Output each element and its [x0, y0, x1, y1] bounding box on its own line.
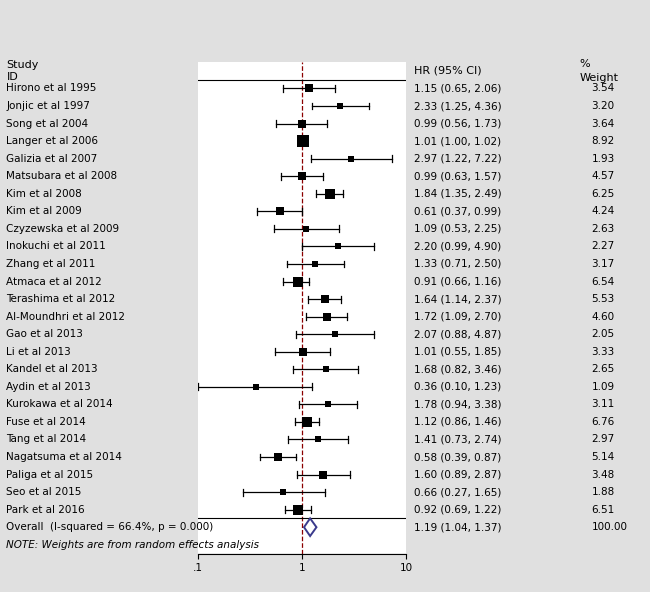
Text: 4.24: 4.24: [592, 207, 615, 216]
Text: Li et al 2013: Li et al 2013: [6, 347, 72, 357]
Text: Fuse et al 2014: Fuse et al 2014: [6, 417, 86, 427]
Text: 2.63: 2.63: [592, 224, 615, 234]
Text: 0.36 (0.10, 1.23): 0.36 (0.10, 1.23): [414, 382, 501, 392]
Text: 1.09: 1.09: [592, 382, 615, 392]
Text: 5.14: 5.14: [592, 452, 615, 462]
Text: 1.33 (0.71, 2.50): 1.33 (0.71, 2.50): [414, 259, 501, 269]
Text: Zhang et al 2011: Zhang et al 2011: [6, 259, 96, 269]
Text: 1.19 (1.04, 1.37): 1.19 (1.04, 1.37): [414, 522, 502, 532]
Text: 1.12 (0.86, 1.46): 1.12 (0.86, 1.46): [414, 417, 502, 427]
Text: 3.54: 3.54: [592, 83, 615, 94]
Text: Terashima et al 2012: Terashima et al 2012: [6, 294, 116, 304]
Text: Langer et al 2006: Langer et al 2006: [6, 136, 99, 146]
Text: 1.09 (0.53, 2.25): 1.09 (0.53, 2.25): [414, 224, 501, 234]
Text: Jonjic et al 1997: Jonjic et al 1997: [6, 101, 90, 111]
Text: 1.68 (0.82, 3.46): 1.68 (0.82, 3.46): [414, 364, 502, 374]
Text: 3.64: 3.64: [592, 118, 615, 128]
Text: Aydin et al 2013: Aydin et al 2013: [6, 382, 91, 392]
Text: Gao et al 2013: Gao et al 2013: [6, 329, 83, 339]
Text: 1.72 (1.09, 2.70): 1.72 (1.09, 2.70): [414, 311, 501, 321]
Text: 3.48: 3.48: [592, 469, 615, 480]
Text: Seo et al 2015: Seo et al 2015: [6, 487, 82, 497]
Text: 1.88: 1.88: [592, 487, 615, 497]
Text: Tang et al 2014: Tang et al 2014: [6, 435, 86, 445]
Text: Kurokawa et al 2014: Kurokawa et al 2014: [6, 400, 113, 409]
Text: Paliga et al 2015: Paliga et al 2015: [6, 469, 94, 480]
Text: Study: Study: [6, 60, 39, 70]
Text: 3.20: 3.20: [592, 101, 615, 111]
Text: 1.60 (0.89, 2.87): 1.60 (0.89, 2.87): [414, 469, 501, 480]
Text: 2.33 (1.25, 4.36): 2.33 (1.25, 4.36): [414, 101, 502, 111]
Text: 4.57: 4.57: [592, 171, 615, 181]
Text: 2.05: 2.05: [592, 329, 615, 339]
Text: Kim et al 2009: Kim et al 2009: [6, 207, 83, 216]
Text: ID: ID: [6, 72, 18, 82]
Text: Matsubara et al 2008: Matsubara et al 2008: [6, 171, 118, 181]
Text: 8.92: 8.92: [592, 136, 615, 146]
Text: 0.99 (0.56, 1.73): 0.99 (0.56, 1.73): [414, 118, 501, 128]
Text: 0.61 (0.37, 0.99): 0.61 (0.37, 0.99): [414, 207, 501, 216]
Text: 1.01 (1.00, 1.02): 1.01 (1.00, 1.02): [414, 136, 501, 146]
Text: 2.97: 2.97: [592, 435, 615, 445]
Text: Czyzewska et al 2009: Czyzewska et al 2009: [6, 224, 120, 234]
Text: 6.25: 6.25: [592, 189, 615, 199]
Text: Hirono et al 1995: Hirono et al 1995: [6, 83, 97, 94]
Text: Park et al 2016: Park et al 2016: [6, 504, 85, 514]
Text: 6.76: 6.76: [592, 417, 615, 427]
Text: 100.00: 100.00: [592, 522, 627, 532]
Text: 1.01 (0.55, 1.85): 1.01 (0.55, 1.85): [414, 347, 501, 357]
Text: Nagatsuma et al 2014: Nagatsuma et al 2014: [6, 452, 122, 462]
Text: HR (95% CI): HR (95% CI): [414, 66, 482, 76]
Text: 1.15 (0.65, 2.06): 1.15 (0.65, 2.06): [414, 83, 501, 94]
Text: 1.78 (0.94, 3.38): 1.78 (0.94, 3.38): [414, 400, 502, 409]
Text: Inokuchi et al 2011: Inokuchi et al 2011: [6, 242, 106, 252]
Text: 6.51: 6.51: [592, 504, 615, 514]
Text: %: %: [580, 59, 590, 69]
Text: 2.97 (1.22, 7.22): 2.97 (1.22, 7.22): [414, 154, 502, 163]
Text: Weight: Weight: [580, 73, 619, 83]
Text: 3.33: 3.33: [592, 347, 615, 357]
Text: Song et al 2004: Song et al 2004: [6, 118, 88, 128]
Text: Al-Moundhri et al 2012: Al-Moundhri et al 2012: [6, 311, 125, 321]
Text: Overall  (I-squared = 66.4%, p = 0.000): Overall (I-squared = 66.4%, p = 0.000): [6, 522, 214, 532]
Text: 2.65: 2.65: [592, 364, 615, 374]
Text: 0.91 (0.66, 1.16): 0.91 (0.66, 1.16): [414, 276, 501, 287]
Text: 5.53: 5.53: [592, 294, 615, 304]
Text: Galizia et al 2007: Galizia et al 2007: [6, 154, 97, 163]
Text: 1.84 (1.35, 2.49): 1.84 (1.35, 2.49): [414, 189, 502, 199]
Text: 0.58 (0.39, 0.87): 0.58 (0.39, 0.87): [414, 452, 501, 462]
Text: 0.66 (0.27, 1.65): 0.66 (0.27, 1.65): [414, 487, 501, 497]
Text: 2.20 (0.99, 4.90): 2.20 (0.99, 4.90): [414, 242, 501, 252]
Polygon shape: [304, 519, 317, 536]
Text: 3.11: 3.11: [592, 400, 615, 409]
Text: 2.27: 2.27: [592, 242, 615, 252]
Text: 0.99 (0.63, 1.57): 0.99 (0.63, 1.57): [414, 171, 501, 181]
Text: 4.60: 4.60: [592, 311, 615, 321]
Text: 0.92 (0.69, 1.22): 0.92 (0.69, 1.22): [414, 504, 501, 514]
Text: Atmaca et al 2012: Atmaca et al 2012: [6, 276, 102, 287]
Text: Kandel et al 2013: Kandel et al 2013: [6, 364, 98, 374]
Text: Kim et al 2008: Kim et al 2008: [6, 189, 83, 199]
Text: 1.93: 1.93: [592, 154, 615, 163]
Text: 6.54: 6.54: [592, 276, 615, 287]
Text: 1.41 (0.73, 2.74): 1.41 (0.73, 2.74): [414, 435, 502, 445]
Text: 3.17: 3.17: [592, 259, 615, 269]
Text: 2.07 (0.88, 4.87): 2.07 (0.88, 4.87): [414, 329, 501, 339]
Text: NOTE: Weights are from random effects analysis: NOTE: Weights are from random effects an…: [6, 540, 259, 550]
Text: 1.64 (1.14, 2.37): 1.64 (1.14, 2.37): [414, 294, 502, 304]
